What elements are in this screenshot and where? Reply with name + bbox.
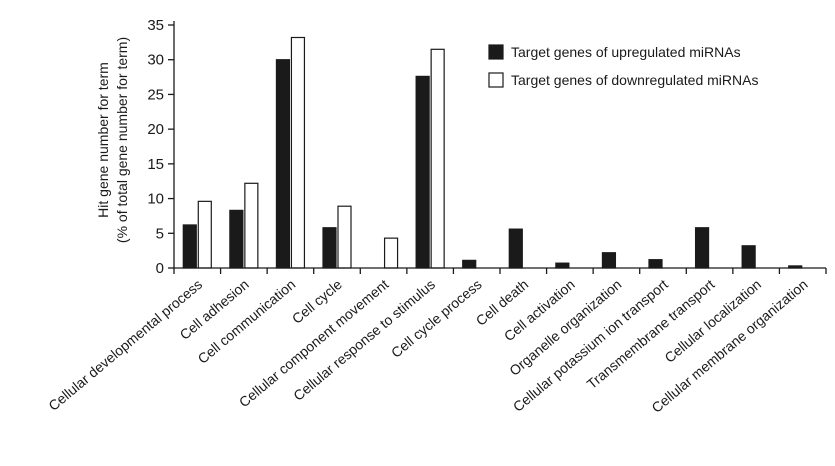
y-tick-label: 0 [156,260,164,277]
y-tick-label: 25 [147,86,164,103]
axes [173,21,827,274]
y-axis-label-line2: (% of total gene number for term) [114,37,130,243]
y-tick-label: 10 [147,191,164,208]
bar-upregulated [182,224,197,269]
y-axis-label-line1: Hit gene number for term [95,62,111,218]
bar-downregulated [383,237,399,269]
y-axis-label: Hit gene number for term (% of total gen… [95,37,130,243]
bar-downregulated [290,36,306,269]
bar-upregulated [322,227,337,269]
bar-upregulated [648,259,663,269]
bar-upregulated [508,228,523,269]
y-axis-ticks: 0 5 10 15 20 25 30 35 [147,17,174,277]
legend: Target genes of upregulated miRNAs Target… [488,44,758,88]
bar-upregulated [694,227,710,269]
legend-label: Target genes of upregulated miRNAs [511,44,741,60]
y-tick-label: 5 [156,225,164,242]
x-tick-label: Cellular developmental process [45,276,205,414]
bar-downregulated [197,200,212,269]
y-tick-label: 15 [147,156,164,173]
bar-downregulated [244,182,259,269]
bar-downregulated [430,48,445,269]
y-tick-label: 20 [147,121,164,138]
bar-upregulated [741,245,756,269]
bar-upregulated [275,59,291,269]
bar-upregulated [462,259,477,269]
bar-upregulated [229,209,244,269]
bar-upregulated [415,75,430,269]
bar-upregulated [601,252,617,269]
bar-downregulated [337,205,352,269]
legend-label: Target genes of downregulated miRNAs [511,72,758,88]
y-tick-label: 35 [147,17,164,34]
bar-upregulated [555,262,570,269]
legend-swatch [488,72,504,88]
legend-swatch [488,44,504,60]
y-tick-label: 30 [147,52,164,69]
